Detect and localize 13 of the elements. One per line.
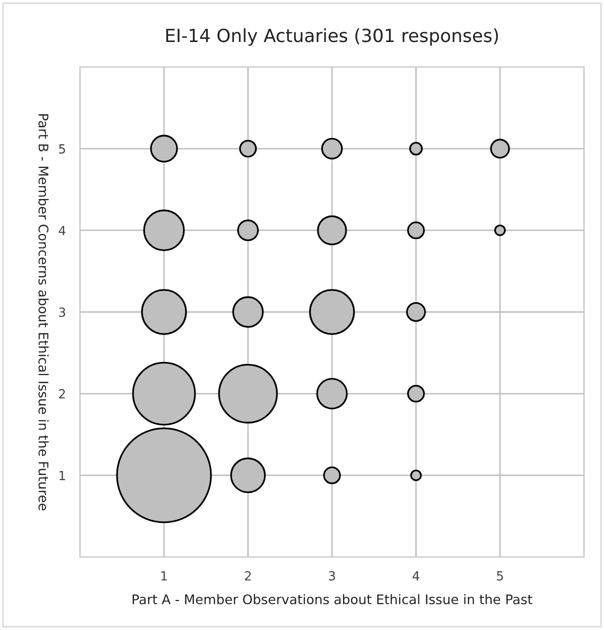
y-tick-label: 3 [59,307,66,317]
x-tick-label: 4 [412,571,420,580]
x-axis-title: Part A - Member Observations about Ethical Issue in the Past [132,594,532,604]
chart-title: EI-14 Only Actuaries (301 responses) [166,28,498,46]
x-tick-label: 1 [161,571,167,580]
y-tick-label: 4 [58,226,66,236]
x-tick-label: 2 [244,571,251,580]
x-tick-label: 3 [328,571,335,581]
x-tick-label: 5 [496,571,503,581]
y-tick-label: 5 [59,144,66,154]
y-tick-label: 1 [60,470,65,480]
y-tick-label: 2 [59,389,65,398]
y-axis-title: Part B - Member Concerns about Ethical Issue in the Futuree [38,114,49,510]
